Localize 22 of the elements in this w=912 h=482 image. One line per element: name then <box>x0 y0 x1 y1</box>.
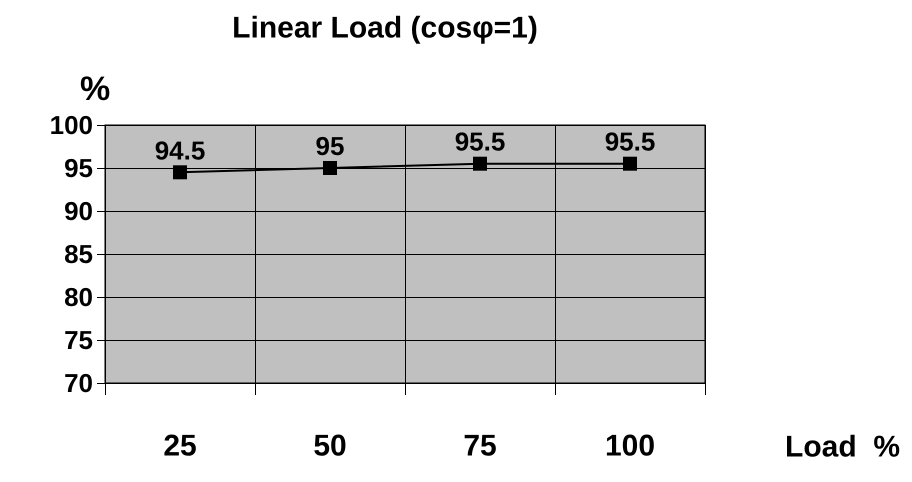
point <box>323 161 337 175</box>
point <box>173 165 187 180</box>
x-axis-title: Load % <box>784 430 900 464</box>
x-tick-label: 75 <box>463 430 497 462</box>
y-tick-label: 75 <box>64 325 93 355</box>
x-tick-label: 50 <box>313 430 347 462</box>
y-tick-label: 70 <box>64 368 93 398</box>
y-tick-label: 100 <box>50 110 93 140</box>
y-tick-label: 90 <box>64 196 93 226</box>
point <box>473 156 487 171</box>
x-tick-label: 25 <box>163 430 197 462</box>
point <box>623 156 637 171</box>
y-tick-label: 80 <box>64 282 93 312</box>
data-label: 94.5 <box>154 135 206 166</box>
y-axis-title: % <box>80 70 110 108</box>
y-tick-label: 95 <box>64 153 93 183</box>
data-label: 95.5 <box>454 126 506 157</box>
y-tick-label: 85 <box>64 239 93 269</box>
data-label: 95.5 <box>604 126 656 157</box>
data-label: 95 <box>316 131 344 161</box>
x-tick-label: 100 <box>604 430 656 462</box>
chart-title: Linear Load (cosφ=1) <box>232 12 538 44</box>
